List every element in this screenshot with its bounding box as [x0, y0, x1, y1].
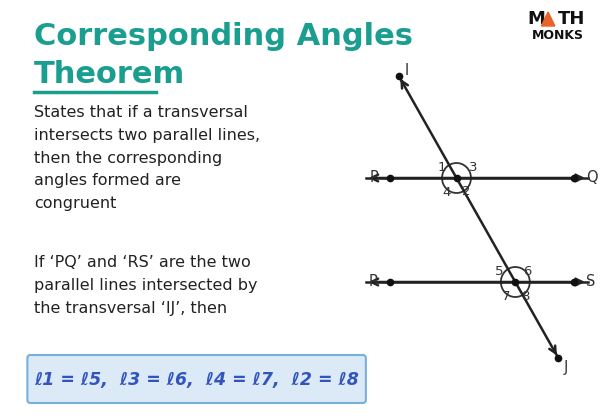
Text: Theorem: Theorem [34, 60, 185, 89]
Text: M: M [527, 10, 545, 28]
Text: R: R [368, 273, 379, 289]
Text: 1: 1 [438, 160, 446, 173]
Text: 2: 2 [462, 184, 470, 197]
Text: 6: 6 [523, 265, 531, 278]
Text: TH: TH [558, 10, 585, 28]
Text: P: P [370, 170, 379, 184]
Polygon shape [541, 12, 555, 26]
Text: 3: 3 [469, 160, 477, 173]
Text: 7: 7 [502, 289, 510, 302]
Text: S: S [586, 273, 595, 289]
Text: J: J [564, 360, 568, 375]
Text: 5: 5 [494, 265, 503, 278]
Text: Q: Q [586, 170, 598, 184]
FancyBboxPatch shape [28, 355, 366, 403]
Text: States that if a transversal
intersects two parallel lines,
then the correspondi: States that if a transversal intersects … [34, 105, 260, 211]
Text: MONKS: MONKS [532, 29, 584, 42]
Text: 4: 4 [443, 186, 451, 199]
Text: I: I [405, 63, 409, 78]
Text: Corresponding Angles: Corresponding Angles [34, 22, 413, 51]
Text: If ‘PQ’ and ‘RS’ are the two
parallel lines intersected by
the transversal ‘IJ’,: If ‘PQ’ and ‘RS’ are the two parallel li… [34, 255, 257, 315]
Text: 8: 8 [521, 289, 529, 302]
Text: ℓ1 = ℓ5,  ℓ3 = ℓ6,  ℓ4 = ℓ7,  ℓ2 = ℓ8: ℓ1 = ℓ5, ℓ3 = ℓ6, ℓ4 = ℓ7, ℓ2 = ℓ8 [35, 371, 359, 389]
